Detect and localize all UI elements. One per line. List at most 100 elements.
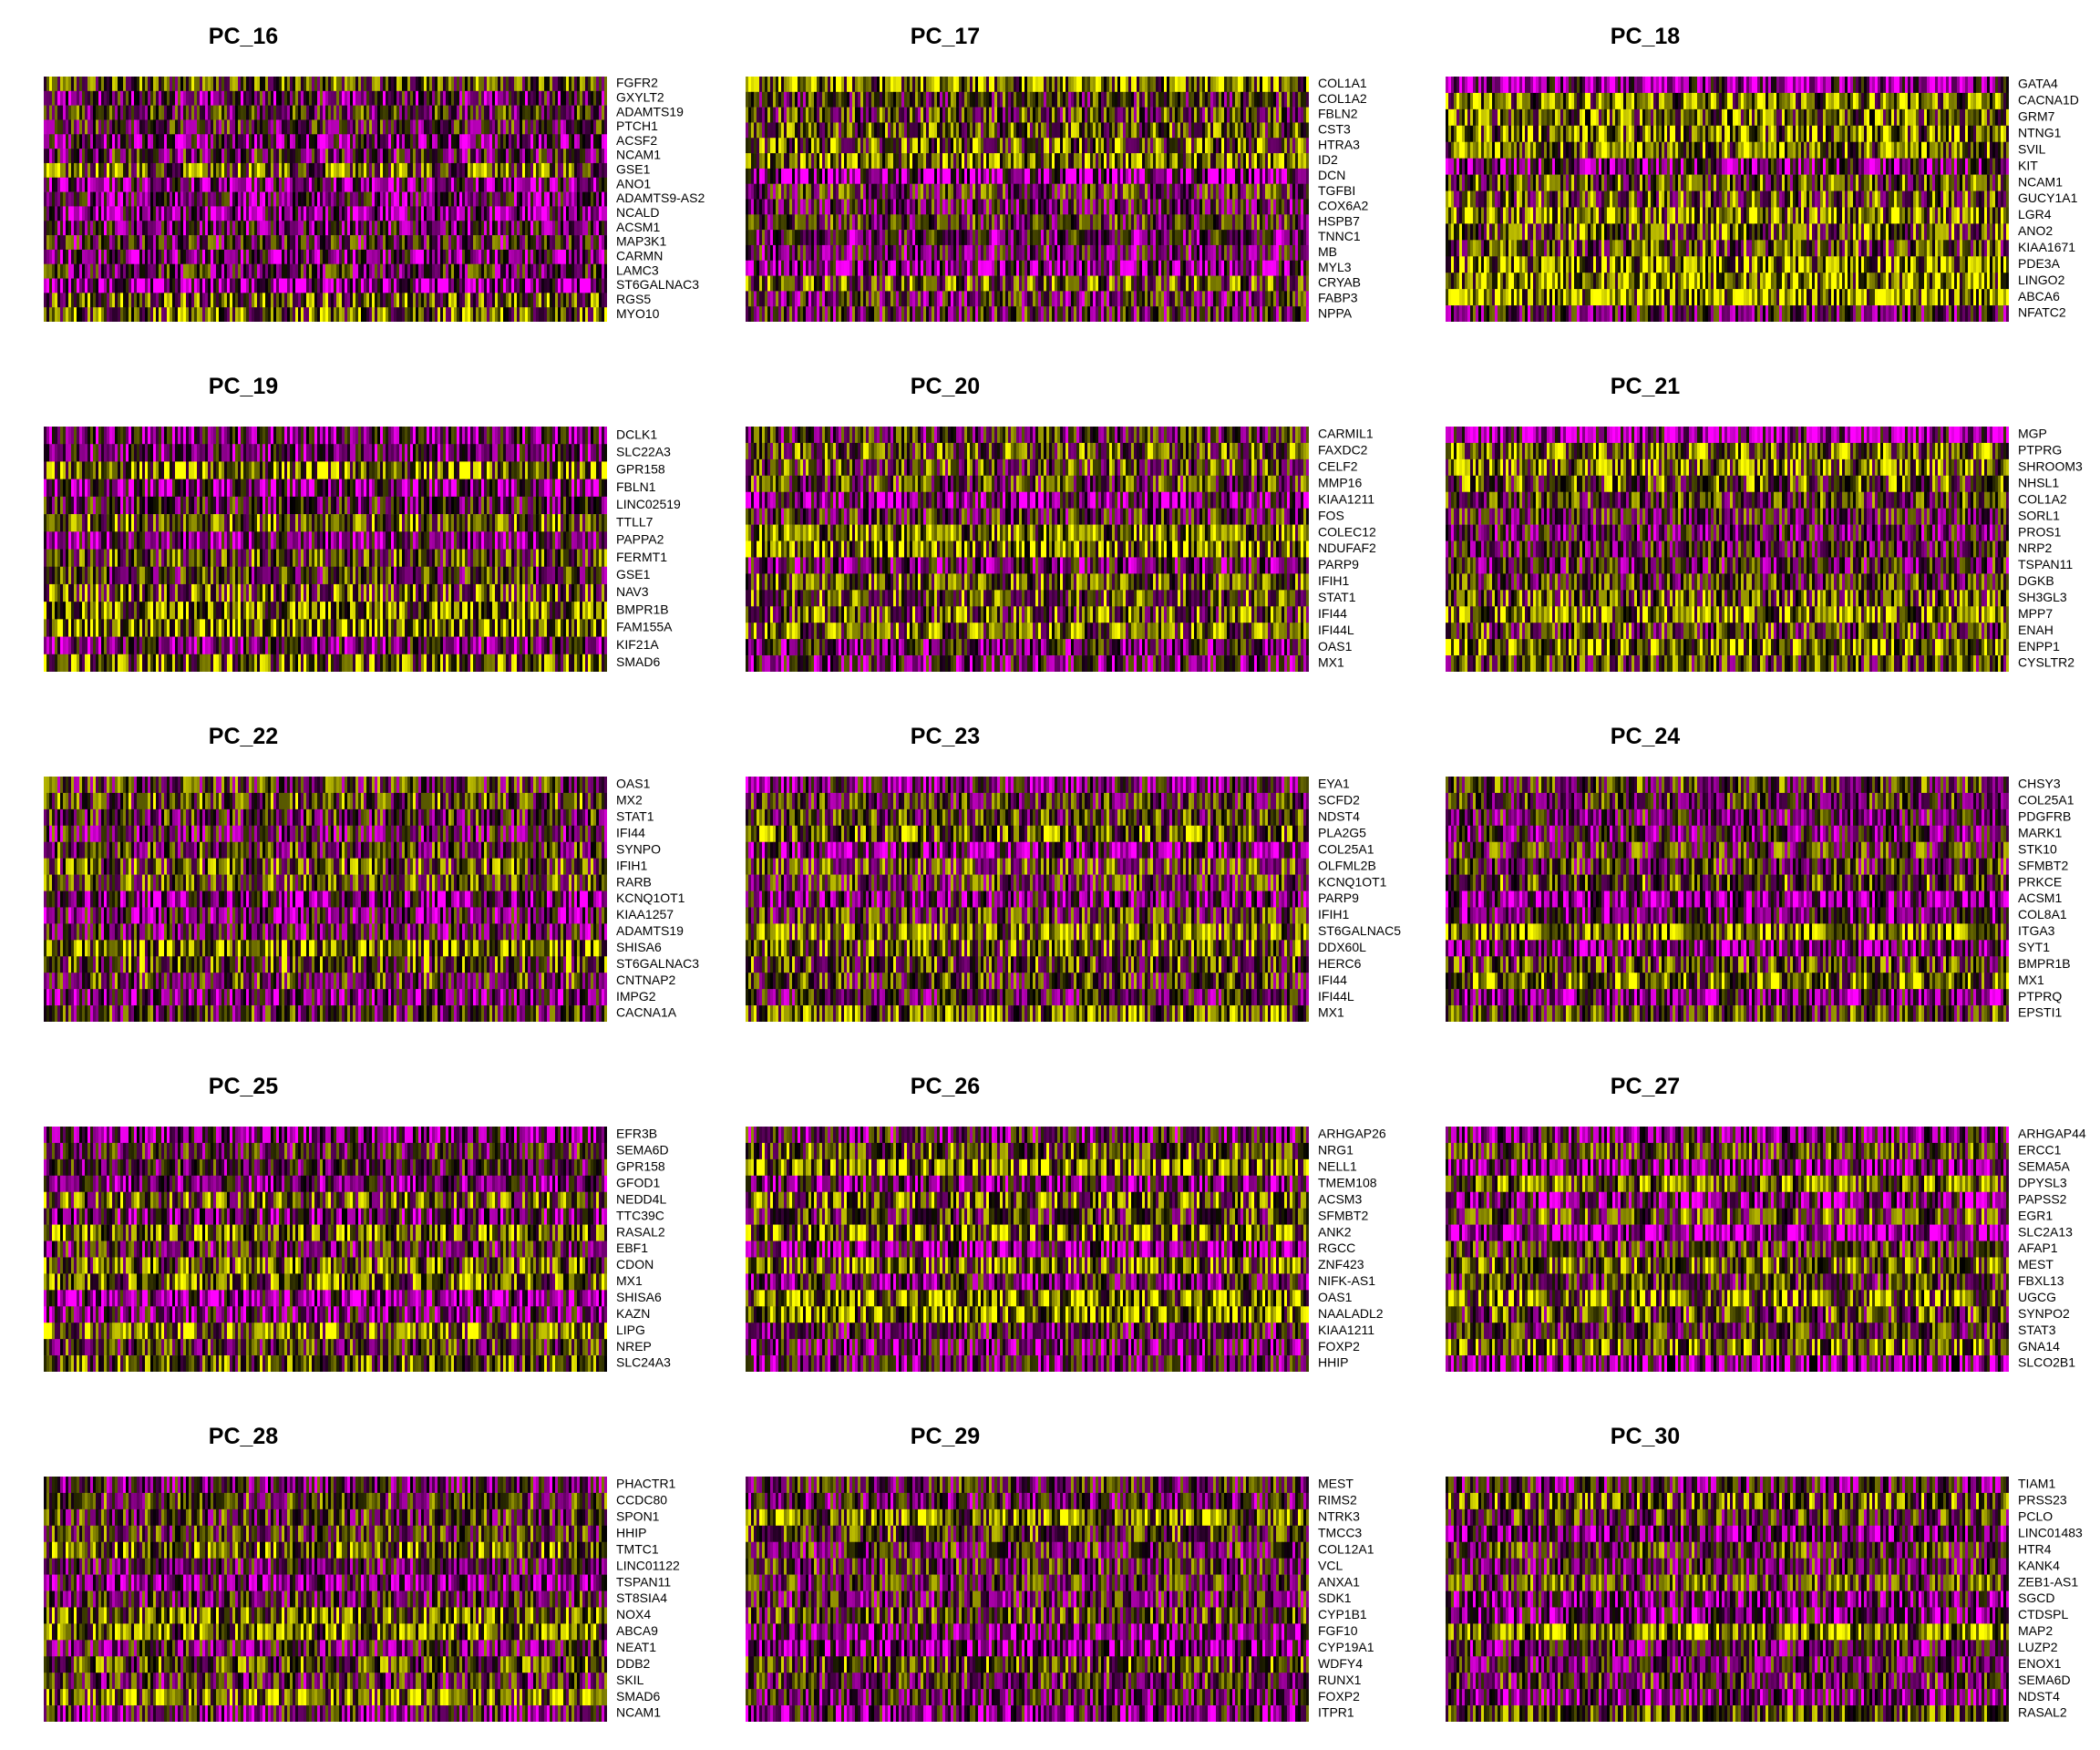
gene-label: CYP19A1	[1318, 1640, 1374, 1654]
gene-label: EGR1	[2018, 1208, 2053, 1222]
gene-label: COL25A1	[2018, 793, 2074, 808]
panel-title: PC_27	[1611, 1074, 1680, 1099]
gene-label: ID2	[1318, 152, 1338, 167]
gene-label: FOXP2	[1318, 1689, 1360, 1704]
heatmap	[1446, 777, 2009, 1022]
gene-label: OAS1	[1318, 639, 1353, 654]
gene-label: AFAP1	[2018, 1240, 2058, 1255]
gene-label: ITPR1	[1318, 1705, 1354, 1720]
gene-label: TSPAN11	[2018, 557, 2073, 571]
gene-label: ITGA3	[2018, 923, 2055, 938]
gene-label: ADAMTS9-AS2	[616, 190, 705, 205]
gene-label: MX1	[616, 1273, 643, 1288]
gene-label: EYA1	[1318, 777, 1350, 791]
gene-label: MPP7	[2018, 606, 2053, 621]
gene-label: NELL1	[1318, 1159, 1357, 1174]
gene-label: RIMS2	[1318, 1493, 1357, 1508]
gene-label: LAMC3	[616, 262, 659, 277]
gene-label: TTC39C	[616, 1208, 664, 1222]
gene-label: ENPP1	[2018, 639, 2060, 654]
gene-label: CDON	[616, 1257, 654, 1271]
gene-label: KIAA1671	[2018, 240, 2075, 254]
gene-label: IFI44L	[1318, 623, 1354, 637]
gene-label: CARMIL1	[1318, 427, 1374, 441]
gene-label: KIT	[2018, 158, 2038, 172]
panel-title: PC_18	[1611, 24, 1681, 49]
gene-label: NEDD4L	[616, 1191, 666, 1206]
gene-label: RASAL2	[616, 1224, 665, 1239]
gene-label: COL1A2	[2018, 491, 2067, 506]
gene-label: DGKB	[2018, 573, 2054, 588]
panel-title: PC_16	[209, 24, 278, 49]
gene-label: ST6GALNAC3	[616, 277, 699, 292]
gene-label: DPYSL3	[2018, 1175, 2067, 1189]
gene-label: SLC2A13	[2018, 1224, 2073, 1239]
heatmap	[44, 1477, 607, 1722]
gene-label: KIAA1211	[1318, 1323, 1374, 1337]
gene-label: PHACTR1	[616, 1477, 676, 1491]
panel-title: PC_20	[911, 374, 980, 399]
gene-label: TSPAN11	[616, 1574, 671, 1589]
gene-label: COX6A2	[1318, 199, 1368, 213]
gene-label: SHISA6	[616, 940, 662, 954]
gene-label: TIAM1	[2018, 1477, 2055, 1491]
gene-label: BMPR1B	[616, 602, 669, 616]
gene-label: LINC01122	[616, 1558, 680, 1572]
gene-label: ENAH	[2018, 623, 2054, 637]
gene-label: ACSF2	[616, 133, 657, 148]
gene-label: FGFR2	[616, 76, 658, 90]
gene-label: PLA2G5	[1318, 825, 1366, 839]
gene-label: MX1	[1318, 655, 1344, 670]
gene-label: KCNQ1OT1	[1318, 874, 1387, 889]
panel-title: PC_26	[911, 1074, 980, 1099]
gene-label: NCAM1	[616, 1705, 661, 1720]
gene-label: KCNQ1OT1	[616, 890, 685, 905]
gene-label: DCN	[1318, 168, 1345, 182]
gene-label: TGFBI	[1318, 183, 1355, 198]
gene-label: ANK2	[1318, 1224, 1352, 1239]
gene-label: HTR4	[2018, 1541, 2052, 1556]
panel-title: PC_19	[209, 374, 278, 399]
gene-label: STAT3	[2018, 1323, 2056, 1337]
gene-label: MX2	[616, 793, 643, 808]
gene-label: SYT1	[2018, 940, 2050, 954]
gene-label: SVIL	[2018, 141, 2046, 156]
gene-label: PRKCE	[2018, 874, 2062, 889]
gene-label: PTPRG	[2018, 443, 2062, 458]
gene-label: IFI44	[1318, 606, 1347, 621]
gene-label: MB	[1318, 244, 1337, 259]
heatmap	[44, 777, 607, 1022]
gene-label: KIF21A	[616, 637, 659, 652]
heatmap	[44, 1127, 607, 1372]
gene-label: ADAMTS19	[616, 923, 684, 938]
gene-label: PARP9	[1318, 890, 1359, 905]
gene-label: IFIH1	[1318, 907, 1349, 921]
gene-label: TMTC1	[616, 1541, 659, 1556]
gene-label: GUCY1A1	[2018, 190, 2078, 205]
gene-label: NRG1	[1318, 1143, 1354, 1158]
gene-label: MMP16	[1318, 475, 1362, 489]
gene-label: CTDSPL	[2018, 1607, 2068, 1621]
gene-label: FAM155A	[616, 620, 673, 634]
gene-label: SCFD2	[1318, 793, 1360, 808]
panel-title: PC_25	[209, 1074, 279, 1099]
gene-label: GSE1	[616, 567, 651, 582]
gene-label: PCLO	[2018, 1509, 2053, 1524]
gene-label: SEMA6D	[616, 1143, 669, 1158]
gene-label: SFMBT2	[1318, 1208, 1368, 1222]
gene-label: SORL1	[2018, 508, 2060, 522]
gene-label: ERCC1	[2018, 1143, 2062, 1158]
gene-label: MARK1	[2018, 825, 2062, 839]
gene-label: GSE1	[616, 162, 651, 177]
gene-label: MYO10	[616, 306, 660, 321]
gene-label: CELF2	[1318, 459, 1358, 474]
gene-label: IFIH1	[1318, 573, 1349, 588]
heatmap	[44, 77, 607, 322]
gene-label: PROS1	[2018, 524, 2062, 539]
gene-label: LINC01483	[2018, 1525, 2083, 1539]
gene-label: PAPSS2	[2018, 1191, 2067, 1206]
gene-label: SYNPO	[616, 841, 661, 856]
gene-label: BMPR1B	[2018, 956, 2071, 971]
gene-label: RUNX1	[1318, 1673, 1362, 1687]
